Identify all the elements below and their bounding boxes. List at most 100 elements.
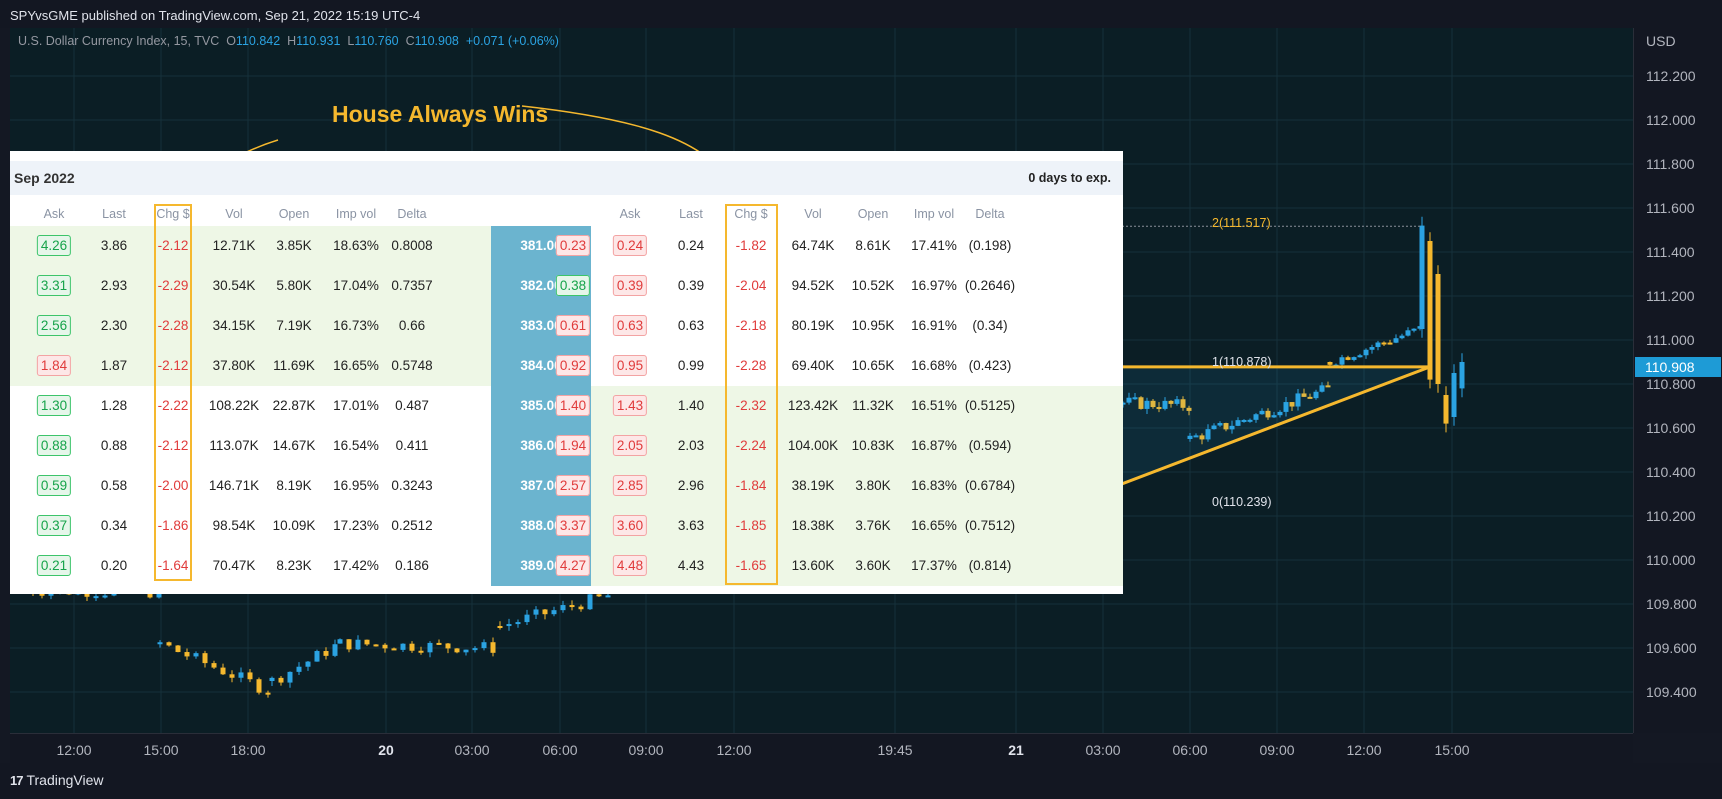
price-tick-label: 110.800 xyxy=(1646,376,1696,392)
candle-body xyxy=(1381,342,1387,345)
close-value: 110.908 xyxy=(414,34,459,48)
footer: 17 TradingView xyxy=(0,763,1722,799)
candle-body xyxy=(1132,397,1138,400)
options-row[interactable]: 2.56 2.30 -2.28 34.15K 7.19K 16.73% 0.66 383.00… xyxy=(10,306,1123,346)
put-ask: 4.48 xyxy=(612,555,648,576)
open-label: O xyxy=(226,34,236,48)
call-implied-vol: 18.63% xyxy=(333,238,379,253)
put-column-header: Last xyxy=(679,207,703,221)
call-column-header: Last xyxy=(102,207,126,221)
call-ask-chip: 1.30 xyxy=(36,395,72,416)
call-volume: 98.54K xyxy=(212,518,256,533)
tradingview-logo[interactable]: 17 TradingView xyxy=(10,772,104,788)
options-row[interactable]: 1.30 1.28 -2.22 108.22K 22.87K 17.01% 0.487 385… xyxy=(10,386,1123,426)
put-bid-chip: 0.38 xyxy=(555,275,591,296)
candle-body xyxy=(481,642,487,649)
price-tick-label: 112.200 xyxy=(1646,68,1696,84)
options-row[interactable]: 1.84 1.87 -2.12 37.80K 11.69K 16.65% 0.5748 384… xyxy=(10,346,1123,386)
put-ask-chip: 2.05 xyxy=(612,435,648,456)
candle-body xyxy=(1405,330,1411,336)
call-ask-chip: 0.21 xyxy=(36,555,72,576)
put-bid-chip: 0.92 xyxy=(555,355,591,376)
put-delta: (0.594) xyxy=(968,438,1012,453)
call-column-header: Delta xyxy=(397,207,427,221)
put-ask-chip: 0.63 xyxy=(612,315,648,336)
put-last: 2.03 xyxy=(677,438,705,453)
candle-body xyxy=(1271,415,1277,418)
options-row[interactable]: 0.21 0.20 -1.64 70.47K 8.23K 17.42% 0.186 389.0… xyxy=(10,546,1123,586)
put-ask: 3.60 xyxy=(612,515,648,536)
time-tick-label: 12:00 xyxy=(716,742,752,758)
call-open-interest: 22.87K xyxy=(272,398,316,413)
put-implied-vol: 16.87% xyxy=(911,438,957,453)
call-volume: 37.80K xyxy=(212,358,256,373)
candle-body xyxy=(229,674,235,678)
put-side-bg xyxy=(591,346,1123,386)
put-bid: 0.38 xyxy=(555,275,591,296)
call-volume: 34.15K xyxy=(212,318,256,333)
candle-body xyxy=(1357,355,1363,358)
put-bid: 0.92 xyxy=(555,355,591,376)
put-delta: (0.6784) xyxy=(964,478,1016,493)
put-side-bg xyxy=(591,226,1123,266)
price-axis[interactable]: USD 112.200 112.000 111.800 111.600 111.400 1… xyxy=(1633,28,1722,733)
candle-body xyxy=(1199,435,1205,440)
put-delta: (0.5125) xyxy=(964,398,1016,413)
options-header: Sep 2022 0 days to exp. xyxy=(10,161,1123,195)
options-row[interactable]: 0.88 0.88 -2.12 113.07K 14.67K 16.54% 0.411 386… xyxy=(10,426,1123,466)
price-tick-label: 112.000 xyxy=(1646,112,1696,128)
candle-body xyxy=(1162,400,1168,409)
options-row[interactable]: 4.26 3.86 -2.12 12.71K 3.85K 18.63% 0.8008 381.… xyxy=(10,226,1123,266)
options-row[interactable]: 3.31 2.93 -2.29 30.54K 5.80K 17.04% 0.7357 382.… xyxy=(10,266,1123,306)
candle-body xyxy=(1193,435,1199,438)
candle-body xyxy=(1339,357,1345,365)
options-row[interactable]: 0.59 0.58 -2.00 146.71K 8.19K 16.95% 0.3243 387… xyxy=(10,466,1123,506)
candle-body xyxy=(346,639,352,650)
price-tick-label: 111.400 xyxy=(1646,244,1695,260)
candle-body xyxy=(1459,362,1465,389)
candle-body xyxy=(1265,410,1271,418)
put-volume: 69.40K xyxy=(791,358,835,373)
put-implied-vol: 16.91% xyxy=(911,318,957,333)
put-ask-chip: 4.48 xyxy=(612,555,648,576)
time-axis[interactable]: 12:00 15:00 18:00 20 03:00 06:00 09:00 12:00 19:… xyxy=(10,733,1633,763)
put-change: -2.04 xyxy=(735,278,767,293)
candle-body xyxy=(175,645,181,653)
put-bid-chip: 2.57 xyxy=(555,475,591,496)
call-implied-vol: 17.04% xyxy=(333,278,379,293)
put-delta: (0.7512) xyxy=(964,518,1016,533)
call-column-header: Open xyxy=(278,207,310,221)
time-tick-label: 09:00 xyxy=(628,742,664,758)
candle-body xyxy=(1150,400,1156,408)
options-row[interactable]: 0.37 0.34 -1.86 98.54K 10.09K 17.23% 0.2512 388… xyxy=(10,506,1123,546)
call-ask: 3.31 xyxy=(36,275,72,296)
candle-body xyxy=(1217,423,1223,426)
call-side-bg xyxy=(10,266,491,306)
candle-body xyxy=(1253,414,1259,420)
candle-body xyxy=(1138,397,1144,409)
candle-body xyxy=(265,692,271,695)
time-tick-label: 12:00 xyxy=(56,742,92,758)
call-change: -2.00 xyxy=(157,478,189,493)
candle-body xyxy=(1319,385,1325,392)
put-bid: 3.37 xyxy=(555,515,591,536)
put-ask: 0.63 xyxy=(612,315,648,336)
call-change: -2.29 xyxy=(157,278,189,293)
put-ask: 0.24 xyxy=(612,235,648,256)
candle-body xyxy=(278,677,284,683)
call-change: -2.12 xyxy=(157,358,189,373)
put-delta: (0.814) xyxy=(968,558,1012,573)
time-tick-label: 09:00 xyxy=(1259,742,1295,758)
call-ask-chip: 1.84 xyxy=(36,355,72,376)
call-change: -2.28 xyxy=(157,318,189,333)
call-volume: 12.71K xyxy=(212,238,256,253)
call-side-bg xyxy=(10,226,491,266)
candle-body xyxy=(1375,342,1381,348)
candle-body xyxy=(1351,357,1357,360)
candle-body xyxy=(1259,410,1265,415)
call-open-interest: 5.80K xyxy=(276,278,312,293)
candle-body xyxy=(157,642,163,645)
call-delta: 0.411 xyxy=(395,438,429,453)
candle-body xyxy=(1325,385,1331,388)
put-side-bg xyxy=(591,266,1123,306)
